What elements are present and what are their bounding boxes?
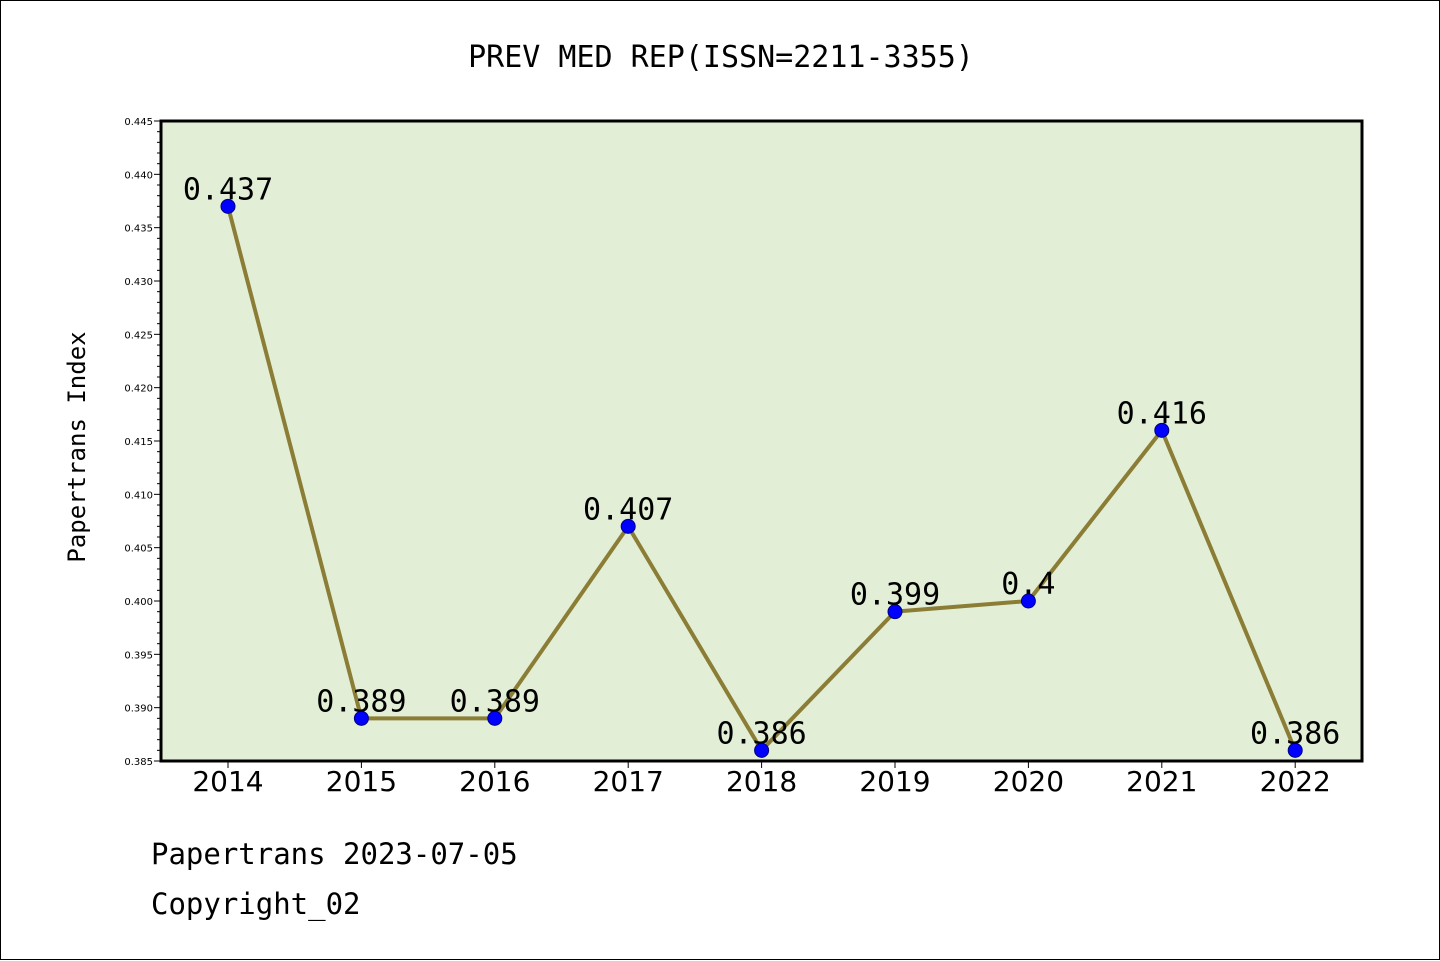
data-point: [1154, 422, 1170, 438]
data-label: 0.416: [1117, 396, 1207, 431]
data-label: 0.399: [850, 578, 940, 613]
y-tick-label: 0.430: [124, 277, 153, 288]
y-tick-label: 0.440: [124, 170, 153, 181]
y-tick-label: 0.415: [124, 437, 153, 448]
data-point: [1287, 742, 1303, 758]
y-axis-label: Papertrans Index: [63, 331, 91, 562]
data-label: 0.4: [1001, 567, 1055, 602]
x-axis-ticks: 2014 2015 2016 2017 2018 2019 2020 2021 2022: [192, 761, 1331, 798]
y-tick-label: 0.425: [124, 330, 153, 341]
y-tick-label: 0.395: [124, 650, 153, 661]
y-tick-label: 0.445: [124, 117, 153, 128]
data-label: 0.407: [583, 492, 673, 527]
y-tick-label: 0.385: [124, 757, 153, 768]
data-point: [887, 604, 903, 620]
x-tick-label: 2022: [1260, 765, 1331, 798]
x-tick-label: 2016: [459, 765, 530, 798]
x-tick-label: 2019: [859, 765, 930, 798]
chart-title: PREV MED REP(ISSN=2211-3355): [468, 40, 974, 75]
data-label: 0.389: [450, 684, 540, 719]
y-axis-ticks: 0.385 0.390 0.395 0.400 0.405 0.410 0.415 0.420…: [124, 117, 161, 768]
y-tick-label: 0.410: [124, 490, 153, 501]
plot-area: [161, 121, 1362, 761]
footer-copyright: Copyright_02: [151, 887, 361, 921]
data-label: 0.437: [183, 172, 273, 207]
y-tick-label: 0.400: [124, 597, 153, 608]
y-tick-label: 0.435: [124, 224, 153, 235]
y-tick-label: 0.405: [124, 544, 153, 555]
x-tick-label: 2017: [593, 765, 664, 798]
data-label: 0.386: [1250, 716, 1340, 751]
footer-date: Papertrans 2023-07-05: [151, 837, 518, 871]
plot-border: [159, 119, 1364, 763]
y-tick-label: 0.390: [124, 704, 153, 715]
x-tick-label: 2021: [1126, 765, 1197, 798]
x-tick-label: 2018: [726, 765, 797, 798]
data-point: [220, 198, 236, 214]
data-point: [353, 710, 369, 726]
data-point: [1020, 593, 1036, 609]
y-tick-label: 0.420: [124, 384, 153, 395]
data-point: [487, 710, 503, 726]
data-label: 0.386: [716, 716, 806, 751]
x-tick-label: 2015: [326, 765, 397, 798]
x-tick-label: 2014: [192, 765, 263, 798]
x-tick-label: 2020: [993, 765, 1064, 798]
data-labels: 0.437 0.389 0.389 0.407 0.386 0.399 0.4 0.416 0.…: [183, 172, 1341, 751]
data-point: [754, 742, 770, 758]
data-point: [620, 518, 636, 534]
data-label: 0.389: [316, 684, 406, 719]
data-markers: [220, 198, 1303, 758]
